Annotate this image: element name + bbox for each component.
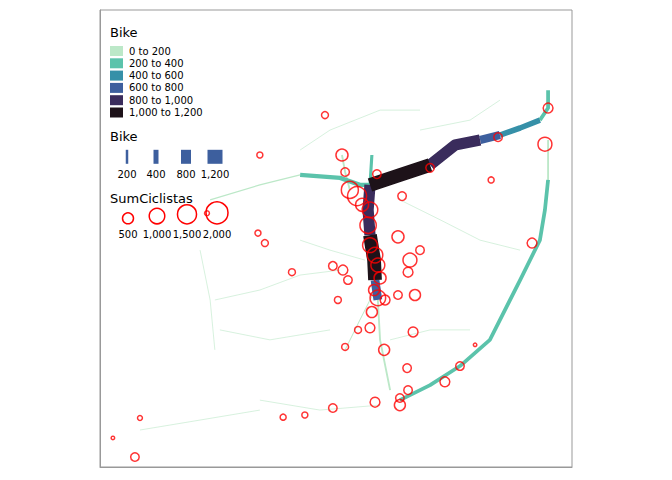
svg-text:800: 800 <box>176 169 195 180</box>
svg-text:1,500: 1,500 <box>173 229 202 240</box>
svg-text:400 to 600: 400 to 600 <box>129 70 184 81</box>
svg-text:800 to 1,000: 800 to 1,000 <box>129 95 193 106</box>
svg-text:Bike: Bike <box>110 129 138 144</box>
svg-text:Bike: Bike <box>110 25 138 40</box>
svg-text:200: 200 <box>117 169 136 180</box>
svg-text:400: 400 <box>146 169 165 180</box>
svg-text:SumCiclistas: SumCiclistas <box>110 191 193 206</box>
svg-text:200 to 400: 200 to 400 <box>129 58 184 69</box>
svg-text:2,000: 2,000 <box>203 229 232 240</box>
svg-text:1,000: 1,000 <box>143 229 172 240</box>
svg-text:1,000 to 1,200: 1,000 to 1,200 <box>129 107 203 118</box>
svg-text:0 to 200: 0 to 200 <box>129 46 171 57</box>
svg-text:600 to 800: 600 to 800 <box>129 82 184 93</box>
svg-text:500: 500 <box>118 229 137 240</box>
svg-text:1,200: 1,200 <box>201 169 230 180</box>
